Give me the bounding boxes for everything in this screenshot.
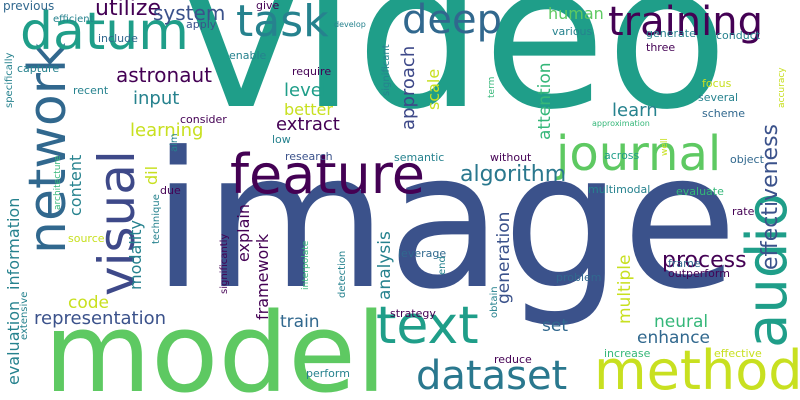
word-learning: learning <box>130 120 204 141</box>
word-aim: aim <box>169 133 180 152</box>
word-conduct: conduct <box>716 29 761 42</box>
word-representation: representation <box>34 308 167 329</box>
word-scale: scale <box>424 68 443 110</box>
word-extensive: extensive <box>19 291 30 340</box>
word-dataset: dataset <box>416 353 568 399</box>
word-previous: previous <box>3 0 55 13</box>
word-analysis: analysis <box>375 231 395 300</box>
word-increase: increase <box>604 347 651 360</box>
word-enhance: enhance <box>637 328 711 348</box>
word-extract: extract <box>276 114 340 135</box>
word-modality: modality <box>126 220 145 290</box>
word-multimodal: multimodal <box>588 183 651 196</box>
word-set: set <box>542 316 568 336</box>
word-generate: generate <box>646 27 696 40</box>
word-astronaut: astronaut <box>116 63 212 87</box>
word-outperform: outperform <box>668 267 730 280</box>
word-require: require <box>292 65 332 78</box>
word-obtain: obtain <box>489 286 500 318</box>
word-neural: neural <box>654 312 709 332</box>
word-learn: learn <box>612 100 658 121</box>
word-better: better <box>284 100 333 119</box>
word-problem: problem <box>556 271 602 284</box>
word-develop: develop <box>334 20 366 29</box>
word-level: level <box>284 80 327 101</box>
word-several: several <box>698 91 739 104</box>
word-content: content <box>66 154 85 216</box>
word-well: well <box>660 138 670 156</box>
word-training: training <box>608 0 763 45</box>
word-enable: enable <box>229 49 267 62</box>
word-research: research <box>285 150 333 163</box>
word-architecture: architecture <box>53 155 63 210</box>
word-semantic: semantic <box>394 151 445 164</box>
word-explain: explain <box>234 203 253 262</box>
word-image: image <box>152 112 738 331</box>
word-code: code <box>68 293 109 313</box>
word-multiple: multiple <box>615 254 635 324</box>
word-video: video <box>182 0 729 154</box>
word-text: text <box>376 296 479 356</box>
word-end: end <box>437 256 448 275</box>
word-human: human <box>548 4 604 23</box>
word-capture: capture <box>17 62 60 75</box>
word-information: information <box>4 197 23 290</box>
word-accuracy: accuracy <box>777 67 787 108</box>
word-give: give <box>256 0 280 12</box>
word-reduce: reduce <box>494 353 532 366</box>
word-task: task <box>236 0 329 47</box>
word-include: include <box>98 32 138 45</box>
word-leverage: leverage <box>398 247 447 260</box>
word-interpolate: interpolate <box>301 240 311 290</box>
word-across: across <box>604 149 640 162</box>
word-input: input <box>133 88 180 109</box>
word-scheme: scheme <box>702 107 746 120</box>
word-apply: apply <box>186 18 217 31</box>
word-detection: detection <box>337 250 348 298</box>
word-system: system <box>153 1 226 25</box>
word-perform: perform <box>306 367 350 380</box>
word-rate: rate <box>732 205 755 218</box>
word-feature: feature <box>230 143 425 206</box>
word-attention: attention <box>535 62 555 140</box>
word-recent: recent <box>73 84 109 97</box>
word-specifically: specifically <box>4 52 15 108</box>
word-focus: focus <box>702 77 732 90</box>
word-effective: effective <box>714 347 762 360</box>
word-without: without <box>490 151 532 164</box>
word-deep: deep <box>402 0 502 43</box>
word-dil: dil <box>142 165 161 185</box>
word-significant: significant <box>381 44 392 96</box>
word-technique: technique <box>151 194 162 244</box>
word-object: object <box>730 153 764 166</box>
word-due: due <box>160 184 181 197</box>
word-term: term <box>487 76 497 98</box>
word-utilize: utilize <box>95 0 161 21</box>
word-three: three <box>646 41 676 54</box>
word-frame: frame <box>668 257 701 270</box>
word-journal: journal <box>556 126 722 182</box>
word-approach: approach <box>398 45 419 130</box>
word-various: various <box>552 25 593 38</box>
word-approximation: approximation <box>592 119 650 128</box>
word-efficient: efficient <box>53 14 94 25</box>
word-effectiveness: effectiveness <box>758 123 783 270</box>
word-evaluate: evaluate <box>676 185 724 198</box>
word-strategy: strategy <box>390 307 436 320</box>
word-process: process <box>662 248 747 273</box>
word-framework: framework <box>253 233 272 320</box>
word-low: low <box>272 133 291 146</box>
word-source: source <box>68 232 105 245</box>
word-significantly: significantly <box>219 233 230 294</box>
word-datum: datum <box>20 2 189 62</box>
word-method: method <box>594 339 800 400</box>
word-model: model <box>44 289 387 400</box>
word-algorithm: algorithm <box>460 162 567 187</box>
word-train: train <box>280 312 320 332</box>
word-consider: consider <box>180 113 227 126</box>
